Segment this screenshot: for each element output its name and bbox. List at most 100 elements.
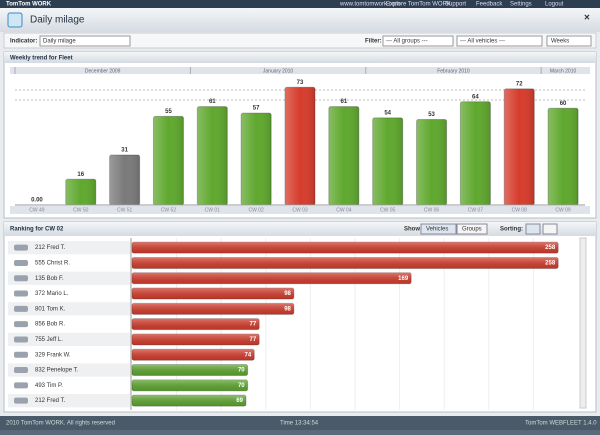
month-label: February 2010 [437, 68, 470, 74]
value-label: 98 [284, 306, 291, 312]
row-bg [8, 332, 130, 347]
footer-right: TomTom WEBFLEET 1.4.0 [525, 421, 597, 427]
groups-button[interactable] [456, 223, 488, 235]
groups-value: --- All groups --- [386, 39, 428, 45]
row-bg [8, 363, 130, 377]
row-label: 212 Fred T. [35, 245, 66, 251]
footer-mid: Time 13:34:54 [280, 421, 319, 427]
groups-select[interactable] [382, 35, 454, 47]
x-tick-label: CW 05 [380, 207, 396, 213]
link[interactable]: Settings [510, 2, 532, 8]
period-value: Weeks [551, 39, 569, 45]
vehicle-icon [14, 290, 28, 297]
bar-shine [460, 101, 491, 205]
bar-shine [132, 349, 255, 361]
link[interactable]: Explore TomTom WORK [386, 2, 451, 8]
logo: TomTom WORK [6, 2, 52, 8]
vehicles-button[interactable] [420, 223, 457, 235]
bar-shine [416, 119, 447, 205]
indicator-value: Daily milage [43, 39, 76, 45]
row-bg [8, 378, 130, 392]
vehicle-icon [14, 275, 28, 282]
links: www.tomtomwork.com Explore TomTom WORK S… [339, 2, 564, 8]
x-tick-label: CW 09 [555, 207, 571, 213]
x-tick-label: CW 52 [161, 207, 177, 213]
row-label: 372 Mario L. [35, 291, 69, 297]
vehicle-icon [14, 321, 28, 328]
bar-shine [197, 106, 228, 205]
x-tick-label: CW 03 [292, 207, 308, 213]
show-label: Show: [404, 227, 422, 233]
vehicle-icon [14, 351, 28, 358]
header [0, 8, 600, 32]
sort-asc[interactable] [542, 223, 558, 235]
bar-shine [372, 117, 403, 205]
sort-desc[interactable] [525, 223, 541, 235]
row-label: 832 Penelope T. [35, 368, 79, 374]
value-label: 70 [238, 368, 245, 374]
bar-shine [132, 318, 260, 330]
panel-title: Weekly trend for Fleet [10, 56, 73, 62]
panel-title: Ranking for CW 02 [10, 227, 64, 233]
row-label: 493 Tim P. [35, 383, 63, 389]
value-label: 77 [250, 322, 257, 328]
month-label: December 2009 [85, 68, 121, 74]
link[interactable]: Support [445, 2, 466, 8]
value-label: 73 [297, 80, 304, 86]
vehicle-icon [14, 259, 28, 266]
footer [0, 416, 600, 430]
x-tick-label: CW 50 [73, 207, 89, 213]
scrollbar[interactable] [579, 237, 587, 409]
value-label: 70 [238, 383, 245, 389]
vehicles-value: --- All vehicles --- [460, 39, 505, 45]
indicator-select[interactable] [39, 35, 131, 47]
row-bg [8, 256, 130, 270]
bar-shine [153, 116, 184, 205]
bar-shine [132, 379, 248, 391]
week-strip [10, 206, 590, 214]
filter-label: Filter: [365, 39, 382, 45]
top-bar [0, 0, 600, 8]
value-label: 72 [516, 81, 523, 87]
value-label: 98 [284, 291, 291, 297]
bar-shine [132, 395, 246, 407]
value-label: 57 [253, 106, 260, 112]
vehicle-icon [14, 336, 28, 343]
value-label: 61 [341, 99, 348, 105]
row-bg [8, 271, 130, 285]
value-label: 258 [545, 261, 556, 267]
value-label: 64 [472, 94, 479, 100]
x-tick-label: CW 49 [29, 207, 45, 213]
bar-shine [132, 242, 559, 254]
bar-shine [109, 155, 140, 205]
value-label: 169 [398, 276, 409, 282]
close[interactable]: × [584, 13, 590, 24]
period-select[interactable] [546, 35, 592, 47]
indicator-label: Indicator: [10, 39, 37, 45]
month-label: March 2010 [550, 68, 577, 74]
icon [7, 12, 23, 28]
bar-shine [132, 364, 248, 376]
row-label: 755 Jeff L. [35, 337, 63, 343]
row-bg [8, 302, 130, 316]
link[interactable]: www.tomtomwork.com [339, 2, 400, 8]
row-bg [8, 348, 130, 362]
value-label: 74 [245, 352, 252, 358]
row-label: 135 Bob F. [35, 276, 64, 282]
row-bg [8, 394, 130, 408]
value-label: 0.00 [31, 198, 43, 204]
row-bg [8, 317, 130, 331]
month-label: January 2010 [263, 68, 294, 74]
x-tick-label: CW 06 [424, 207, 440, 213]
bar-shine [132, 288, 294, 300]
month-strip [10, 67, 590, 74]
vehicles-button-label: Vehicles [426, 227, 448, 233]
link[interactable]: Logout [545, 2, 564, 8]
link[interactable]: Feedback [476, 2, 503, 8]
value-label: 31 [121, 148, 128, 154]
vehicles-select[interactable] [456, 35, 543, 47]
vehicle-icon [14, 382, 28, 389]
value-label: 60 [560, 101, 567, 107]
page-title: Daily milage [30, 15, 85, 26]
